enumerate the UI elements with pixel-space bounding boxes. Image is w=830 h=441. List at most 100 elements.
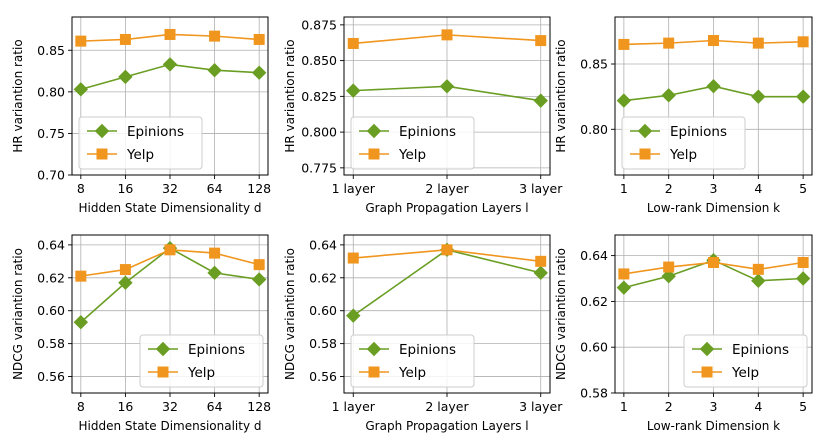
x-tick-label: 16 <box>117 181 133 196</box>
data-point-yelp <box>347 252 359 264</box>
data-point-yelp <box>752 263 764 275</box>
x-tick-label: 32 <box>162 399 178 414</box>
y-tick-label: 0.60 <box>309 303 337 318</box>
y-axis-label: NDCG variantion ratio <box>554 248 568 380</box>
x-axis-label: Low-rank Dimension k <box>647 201 780 215</box>
y-axis-label: HR variantion ratio <box>11 39 25 152</box>
plot-frame <box>71 16 269 176</box>
x-tick-label: 1 layer <box>332 181 376 196</box>
legend-marker <box>699 341 715 357</box>
data-point-epinions <box>73 82 89 97</box>
x-tick-label: 2 <box>665 399 673 414</box>
data-point-yelp <box>441 29 453 41</box>
legend-label: Yelp <box>731 365 759 381</box>
y-tick-label: 0.85 <box>580 57 608 72</box>
y-tick-label: 0.56 <box>309 369 337 384</box>
y-axis-label: HR variantion ratio <box>283 39 297 152</box>
legend-label: Epinions <box>127 124 184 140</box>
data-point-yelp <box>535 255 547 267</box>
legend-label: Yelp <box>398 147 426 163</box>
legend-label: Epinions <box>732 342 789 358</box>
plot-frame <box>614 234 813 394</box>
data-point-epinions <box>118 69 133 85</box>
legend: Epinions Yelp <box>78 116 203 170</box>
x-tick-label: 64 <box>207 399 223 414</box>
data-point-epinions <box>251 65 267 80</box>
y-axis-label: HR variantion ratio <box>554 39 568 152</box>
legend: Epinions Yelp <box>350 116 475 170</box>
y-tick-label: 0.775 <box>301 160 337 175</box>
data-point-yelp <box>253 259 265 271</box>
x-tick-label: 2 <box>665 181 673 196</box>
data-point-epinions <box>706 78 721 94</box>
y-tick-label: 0.85 <box>37 43 65 58</box>
data-point-epinions <box>751 273 766 289</box>
plot-frame <box>343 16 551 176</box>
data-point-epinions <box>439 79 455 94</box>
plot-frame <box>71 234 269 394</box>
data-point-epinions <box>118 275 133 290</box>
legend-label: Yelp <box>669 147 697 163</box>
data-point-yelp <box>164 244 176 256</box>
legend-box <box>139 334 264 388</box>
data-point-epinions <box>616 280 632 295</box>
data-point-yelp <box>708 35 719 47</box>
data-point-epinions <box>661 269 676 284</box>
data-point-yelp <box>752 37 764 49</box>
y-tick-label: 0.80 <box>580 122 608 137</box>
data-point-epinions <box>162 57 178 72</box>
legend-box <box>350 334 475 388</box>
data-point-epinions <box>207 63 222 78</box>
data-point-epinions <box>533 265 548 281</box>
x-axis-label: Graph Propagation Layers l <box>365 419 528 433</box>
legend: Epinions Yelp <box>139 334 264 388</box>
x-tick-label: 128 <box>247 399 271 414</box>
data-point-yelp <box>119 33 131 45</box>
data-point-yelp <box>618 38 630 50</box>
x-tick-label: 32 <box>162 181 178 196</box>
x-tick-label: 5 <box>799 181 807 196</box>
legend-marker <box>366 123 382 139</box>
y-tick-label: 0.64 <box>580 248 608 263</box>
legend-label: Epinions <box>670 124 727 140</box>
y-tick-label: 0.75 <box>37 126 65 141</box>
x-tick-label: 2 layer <box>425 399 469 414</box>
x-tick-label: 64 <box>207 181 223 196</box>
data-point-epinions <box>251 272 267 287</box>
data-point-epinions <box>795 271 811 286</box>
legend: Epinions Yelp <box>683 334 808 388</box>
data-point-yelp <box>663 261 675 273</box>
x-tick-label: 3 <box>710 399 718 414</box>
legend-marker <box>94 123 110 139</box>
y-tick-label: 0.56 <box>37 369 65 384</box>
data-point-yelp <box>618 268 630 280</box>
x-axis-label: Low-rank Dimension k <box>647 419 780 433</box>
legend-box <box>78 116 203 170</box>
x-tick-label: 3 layer <box>519 399 563 414</box>
subplot-2: 1 layer 2 layer 3 layer 0.775 0.800 0.825 0.85… <box>283 16 563 215</box>
data-point-epinions <box>795 89 811 104</box>
legend-label: Yelp <box>398 365 426 381</box>
data-point-yelp <box>708 256 719 268</box>
data-point-yelp <box>441 244 453 256</box>
x-axis-label: Hidden State Dimensionality d <box>78 201 261 215</box>
legend-marker <box>366 341 382 357</box>
x-tick-label: 16 <box>117 399 133 414</box>
data-point-yelp <box>119 264 131 276</box>
subplot-5: 1 layer 2 layer 3 layer 0.56 0.58 0.60 0.62 0.6… <box>283 234 563 433</box>
legend: Epinions Yelp <box>350 334 475 388</box>
subplot-6: 1 2 3 4 5 0.58 0.60 0.62 0.64 Low-rank Dimension … <box>554 234 813 433</box>
data-point-yelp <box>253 33 265 45</box>
legend-box <box>683 334 808 388</box>
x-axis-label: Hidden State Dimensionality d <box>78 419 261 433</box>
y-tick-label: 0.70 <box>37 168 65 183</box>
x-tick-label: 5 <box>799 399 807 414</box>
y-tick-label: 0.62 <box>309 270 337 285</box>
y-tick-label: 0.58 <box>580 386 608 401</box>
legend-marker <box>157 366 169 378</box>
subplot-1: 8 16 32 64 128 0.70 0.75 0.80 0.85 Hidden State D… <box>11 16 271 215</box>
data-point-yelp <box>75 270 87 282</box>
x-tick-label: 1 <box>620 399 628 414</box>
x-tick-label: 2 layer <box>425 181 469 196</box>
y-tick-label: 0.850 <box>301 53 337 68</box>
